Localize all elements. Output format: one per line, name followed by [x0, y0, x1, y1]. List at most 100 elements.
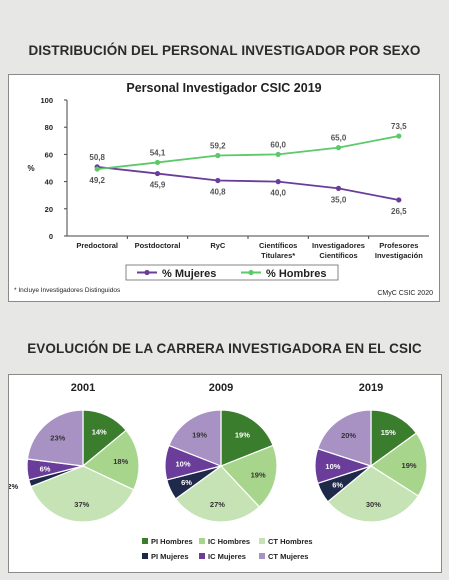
- legend-label: CT Hombres: [268, 537, 313, 546]
- pie-slice: [219, 444, 278, 508]
- data-label: 65,0: [331, 134, 347, 143]
- section-title-distribution: DISTRIBUCIÓN DEL PERSONAL INVESTIGADOR P…: [28, 43, 421, 58]
- x-tick-label: Postdoctoral: [135, 241, 181, 250]
- pie-slice: [370, 409, 418, 468]
- pie-charts-panel: 2001 14% 18% 37% 2% 6% 23% 2009 19% 19% 27% 6% 10% 19…: [7, 374, 442, 573]
- data-label: 40,0: [270, 189, 286, 198]
- y-tick-label: 40: [45, 178, 53, 187]
- pie-slice-label: 19%: [402, 461, 417, 470]
- y-tick-label: 80: [45, 123, 53, 132]
- section-title-career: EVOLUCIÓN DE LA CARRERA INVESTIGADORA EN…: [27, 341, 422, 356]
- legend-swatch: [259, 538, 265, 544]
- data-point: [154, 170, 161, 177]
- pie-charts: 2001 14% 18% 37% 2% 6% 23% 2009 19% 19% 27% 6% 10% 19…: [7, 382, 428, 561]
- x-tick-label-line: Profesores: [379, 241, 418, 250]
- pie-slice-label: 19%: [192, 431, 207, 440]
- pie-slice-label: 20%: [341, 431, 356, 440]
- data-label: 40,8: [210, 188, 226, 197]
- pie-slice: [369, 432, 428, 497]
- legend-box: [125, 264, 339, 281]
- data-point: [335, 185, 342, 191]
- y-axis-label: %: [27, 164, 34, 173]
- data-point: [215, 177, 221, 184]
- data-point: [154, 159, 161, 166]
- x-tick-label: Investigadores Científicos: [312, 241, 365, 260]
- legend-label: PI Mujeres: [151, 552, 189, 561]
- legend-swatch: [142, 553, 148, 559]
- data-point: [94, 166, 100, 172]
- x-tick-label-line: RyC: [210, 241, 226, 250]
- pie-slice: [30, 465, 135, 523]
- pie-slice-label: 2%: [9, 482, 18, 491]
- legend-swatch: [259, 553, 265, 559]
- y-tick-label: 60: [45, 150, 53, 159]
- legend-label: % Mujeres: [162, 268, 216, 280]
- data-label: 45,9: [150, 181, 166, 190]
- legend-label: % Hombres: [266, 268, 327, 280]
- data-point: [275, 151, 281, 157]
- legend-label: IC Mujeres: [208, 552, 246, 561]
- pie-slice-label: 15%: [381, 428, 396, 437]
- pie-slice-label: 14%: [92, 428, 107, 437]
- data-point: [275, 179, 281, 185]
- footnote: * Incluye Investigadores Distinguidos: [14, 287, 121, 294]
- pie-slice: [327, 465, 420, 523]
- pie-slice: [316, 409, 372, 467]
- credit-label: CMyC CSIC 2020: [377, 290, 433, 297]
- data-point: [396, 197, 402, 203]
- data-label: 59,2: [210, 141, 226, 150]
- line-chart: Personal Investigador CSIC 2019% 0 20 40 60 8…: [14, 81, 433, 297]
- pie-slice-label: 19%: [235, 431, 250, 440]
- y-tick-label: 20: [45, 205, 53, 214]
- legend-swatch: [199, 538, 205, 544]
- pie-slice-label: 6%: [332, 480, 343, 489]
- series-line-mujeres: [97, 166, 400, 201]
- x-tick-label-line: Investigadores: [312, 241, 365, 250]
- data-label: 49,2: [89, 176, 105, 185]
- pie-slice-label: 37%: [74, 500, 89, 509]
- x-tick-label-line: Científicos: [319, 251, 357, 260]
- x-tick-label-line: Postdoctoral: [135, 241, 181, 250]
- y-tick-label: 0: [49, 232, 53, 241]
- pie-slice: [26, 409, 84, 467]
- x-tick-label: Predoctoral: [76, 241, 118, 250]
- pie-title-2019: 2019: [359, 382, 383, 394]
- pie-slice: [168, 409, 222, 467]
- line-chart-panel: Personal Investigador CSIC 2019% 0 20 40 60 8…: [8, 74, 440, 302]
- data-label: 35,0: [331, 195, 347, 204]
- data-label: 54,1: [150, 148, 166, 157]
- pie-slice: [220, 409, 274, 467]
- legend-label: IC Hombres: [208, 537, 250, 546]
- data-point: [396, 133, 402, 139]
- legend-label: PI Hombres: [151, 537, 193, 546]
- pie-slice-label: 6%: [181, 478, 192, 487]
- legend-swatch: [142, 538, 148, 544]
- line-chart-title: Personal Investigador CSIC 2019: [126, 81, 321, 95]
- pie-slice-label: 19%: [251, 470, 266, 479]
- x-tick-label: RyC: [210, 241, 226, 250]
- x-tick-label-line: Titulares*: [261, 251, 295, 260]
- pie-slice: [81, 429, 140, 491]
- data-point: [335, 145, 342, 151]
- data-label: 50,8: [89, 153, 105, 162]
- pie-slice-label: 10%: [325, 462, 340, 471]
- pie-title-2001: 2001: [71, 382, 95, 394]
- x-tick-label: Profesores Investigación: [375, 241, 423, 260]
- legend-swatch: [199, 553, 205, 559]
- x-tick-label-line: Investigación: [375, 251, 423, 260]
- pie-slice-label: 30%: [366, 500, 381, 509]
- data-label: 60,0: [270, 140, 286, 149]
- legend-marker: [144, 269, 150, 276]
- legend-label: CT Mujeres: [268, 552, 308, 561]
- y-tick-label: 100: [40, 96, 53, 105]
- pie-title-2009: 2009: [209, 382, 233, 394]
- pie-slice-label: 23%: [50, 433, 65, 442]
- x-tick-label-line: Científicos: [259, 241, 297, 250]
- x-tick-label: Científicos Titulares*: [259, 241, 297, 260]
- pie-slice-label: 18%: [113, 457, 128, 466]
- pie-slice-label: 27%: [210, 500, 225, 509]
- series-line-hombres: [97, 135, 400, 170]
- data-point: [215, 152, 221, 159]
- legend-marker: [248, 269, 254, 276]
- data-label: 73,5: [391, 122, 407, 131]
